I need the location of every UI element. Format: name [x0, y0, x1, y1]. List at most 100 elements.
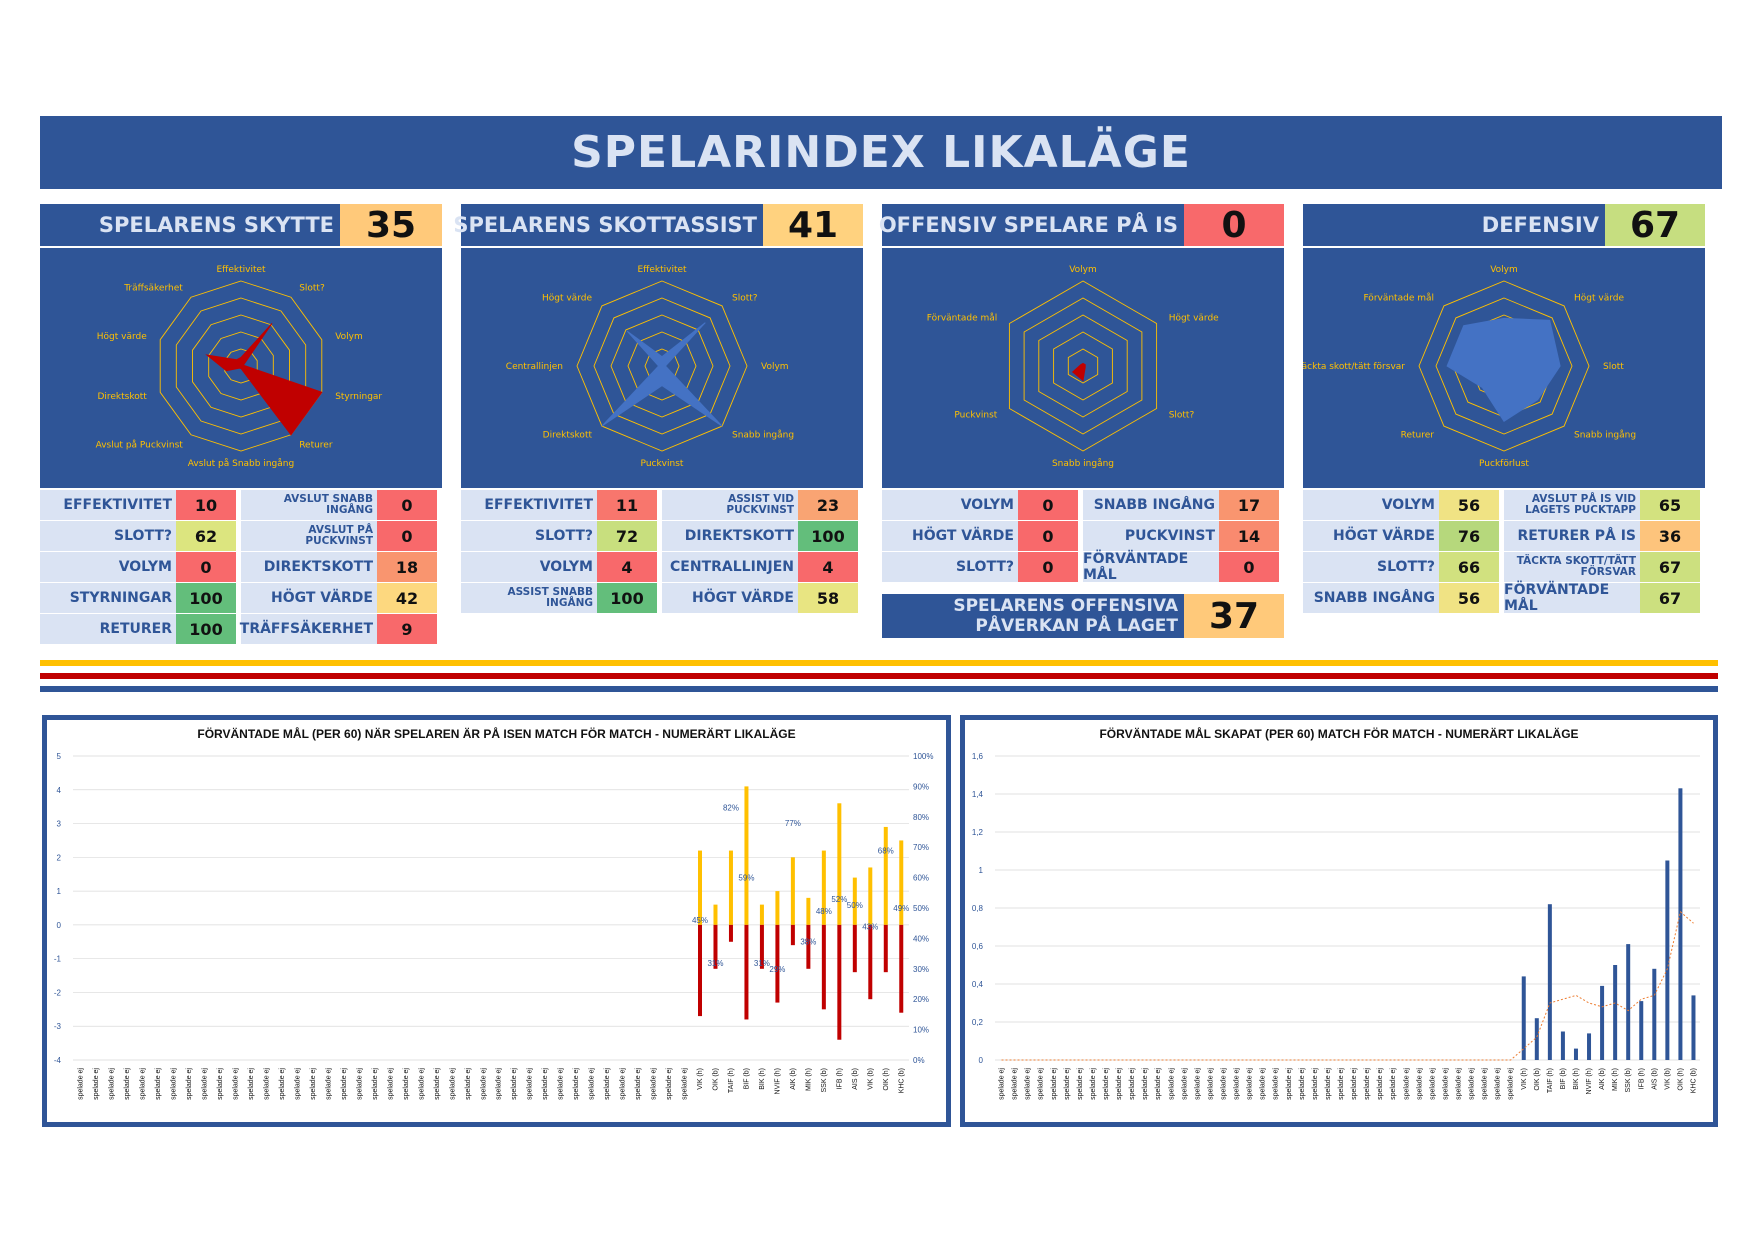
percent-label: 29% [769, 965, 785, 974]
x-tick-label: KHC (b) [898, 1068, 905, 1093]
radar-chart: Effektivitet Slott? Volym Styrningar Returer… [40, 248, 442, 488]
bar-xgf [883, 826, 888, 925]
impact-label: SPELARENS OFFENSIVA PÅVERKAN PÅ LAGET [882, 594, 1184, 638]
x-tick-label: spelade ej [279, 1068, 286, 1100]
metric-label: PUCKVINST [1083, 521, 1219, 551]
x-tick-label: spelade ej [171, 1068, 178, 1100]
x-tick-label: spelade ej [620, 1068, 627, 1100]
panel-score: 41 [763, 204, 863, 246]
radar-axis-label: Förväntade mål [1363, 292, 1434, 303]
metric-label: HÖGT VÄRDE [662, 583, 798, 613]
y-tick-label: 0 [57, 921, 62, 930]
radar-axis-label: Volym [761, 362, 789, 372]
panel-title: SPELARENS SKOTTASSIST [453, 204, 763, 246]
radar-axis-label: Returer [1401, 431, 1435, 441]
metric-value: 67 [1640, 583, 1700, 613]
metric-label: DIREKTSKOTT [662, 521, 798, 551]
metric-label: SNABB INGÅNG [1083, 490, 1219, 520]
radar-axis-label: Returer [299, 441, 333, 451]
bar-xgf [837, 803, 842, 925]
x-tick-label: spelade ej [1012, 1068, 1019, 1100]
x-tick-label: SSK (b) [1625, 1068, 1632, 1093]
x-tick-label: spelade ej [109, 1068, 116, 1100]
metric-label: SNABB INGÅNG [1303, 583, 1439, 613]
metric-value: 100 [798, 521, 858, 551]
x-tick-label: spelade ej [1090, 1068, 1097, 1100]
metric-value: 4 [798, 552, 858, 582]
bar-xga [883, 924, 888, 973]
x-tick-label: spelade ej [1260, 1068, 1267, 1100]
panel-title: OFFENSIV SPELARE PÅ IS [879, 204, 1184, 246]
bar-xg [1626, 944, 1631, 1060]
metric-value: 56 [1439, 583, 1499, 613]
x-tick-label: spelade ej [310, 1068, 317, 1100]
x-tick-label: spelade ej [1403, 1068, 1410, 1100]
metric-label: FÖRVÄNTADE MÅL [1504, 582, 1640, 614]
metric-label: RETURER PÅ IS [1504, 521, 1640, 551]
x-tick-label: spelade ej [1220, 1068, 1227, 1100]
percent-label: 50% [847, 901, 863, 910]
x-tick-label: spelade ej [1469, 1068, 1476, 1100]
bar-xga [790, 924, 795, 946]
x-tick-label: spelade ej [1207, 1068, 1214, 1100]
metric-value: 0 [377, 490, 437, 520]
y2-tick-label: 100% [913, 752, 933, 761]
x-tick-label: AIS (b) [852, 1068, 859, 1090]
metric-value: 62 [176, 521, 236, 551]
percent-label: 31% [754, 959, 770, 968]
metric-value: 0 [1018, 490, 1078, 520]
x-tick-label: NVIF (h) [774, 1068, 781, 1094]
radar-axis-label: Täckta skott/tätt försvar [1303, 362, 1405, 372]
x-tick-label: IFB (h) [1638, 1068, 1645, 1089]
metric-value: 100 [597, 583, 657, 613]
radar-axis-label: Snabb ingång [1574, 430, 1636, 441]
radar-axis-label: Förväntade mål [927, 313, 998, 324]
y-tick-label: 1 [979, 866, 984, 875]
x-tick-label: spelade ej [1495, 1068, 1502, 1100]
metric-value: 42 [377, 583, 437, 613]
radar-ring [1038, 314, 1128, 418]
metric-value: 65 [1640, 490, 1700, 520]
radar-chart: Volym Högt värde Slott Snabb ingång Puckförl… [1303, 248, 1705, 488]
x-tick-label: spelade ej [1286, 1068, 1293, 1100]
x-tick-label: spelade ej [403, 1068, 410, 1100]
y-tick-label: 4 [57, 786, 62, 795]
y-tick-label: 0,6 [972, 942, 984, 951]
percent-label: 77% [785, 819, 801, 828]
x-tick-label: spelade ej [1377, 1068, 1384, 1100]
y-tick-label: 5 [57, 752, 62, 761]
metrics-row: VOLYM 56 AVSLUT PÅ IS VID LAGETS PUCKTAPP 6… [1303, 490, 1705, 521]
bar-xga [744, 924, 749, 1020]
x-tick-label: spelade ej [372, 1068, 379, 1100]
metrics-row: EFFEKTIVITET 11 ASSIST VID PUCKVINST 23 [461, 490, 863, 521]
chart-title: FÖRVÄNTADE MÅL (PER 60) NÄR SPELAREN ÄR … [197, 726, 795, 741]
radar-ring [1418, 280, 1590, 452]
y-tick-label: 1,4 [972, 790, 984, 799]
x-tick-label: MIK (h) [805, 1068, 812, 1091]
x-tick-label: spelade ej [1181, 1068, 1188, 1100]
radar-axis-label: Puckförlust [1479, 459, 1529, 469]
x-tick-label: BIF (b) [743, 1068, 750, 1089]
bar-xga [852, 924, 857, 973]
x-tick-label: spelade ej [651, 1068, 658, 1100]
trend-line [1001, 910, 1694, 1061]
radar-ring [175, 297, 307, 435]
x-tick-label: OIK (h) [1677, 1068, 1684, 1091]
x-tick-label: spelade ej [666, 1068, 673, 1100]
stripe-yellow [40, 660, 1718, 666]
bar-xgf [775, 891, 780, 925]
radar-axis-label: Träffsäkerhet [123, 284, 183, 294]
metric-value: 36 [1640, 521, 1700, 551]
x-tick-label: OIK (b) [712, 1068, 719, 1091]
metrics-table: VOLYM 0 SNABB INGÅNG 17 HÖGT VÄRDE 0 PUCKVINST… [882, 490, 1284, 583]
x-tick-label: spelade ej [682, 1068, 689, 1100]
radar-ring [627, 331, 697, 401]
radar-axis-label: Högt värde [1169, 314, 1219, 324]
radar-axis-label: Slott [1603, 362, 1624, 372]
metrics-row: ASSIST SNABB INGÅNG 100 HÖGT VÄRDE 58 [461, 583, 863, 614]
x-tick-label: spelade ej [1508, 1068, 1515, 1100]
x-tick-label: spelade ej [155, 1068, 162, 1100]
metric-value: 0 [1219, 552, 1279, 582]
metric-label: EFFEKTIVITET [461, 490, 597, 520]
radar-axis-label: Puckvinst [641, 459, 684, 469]
